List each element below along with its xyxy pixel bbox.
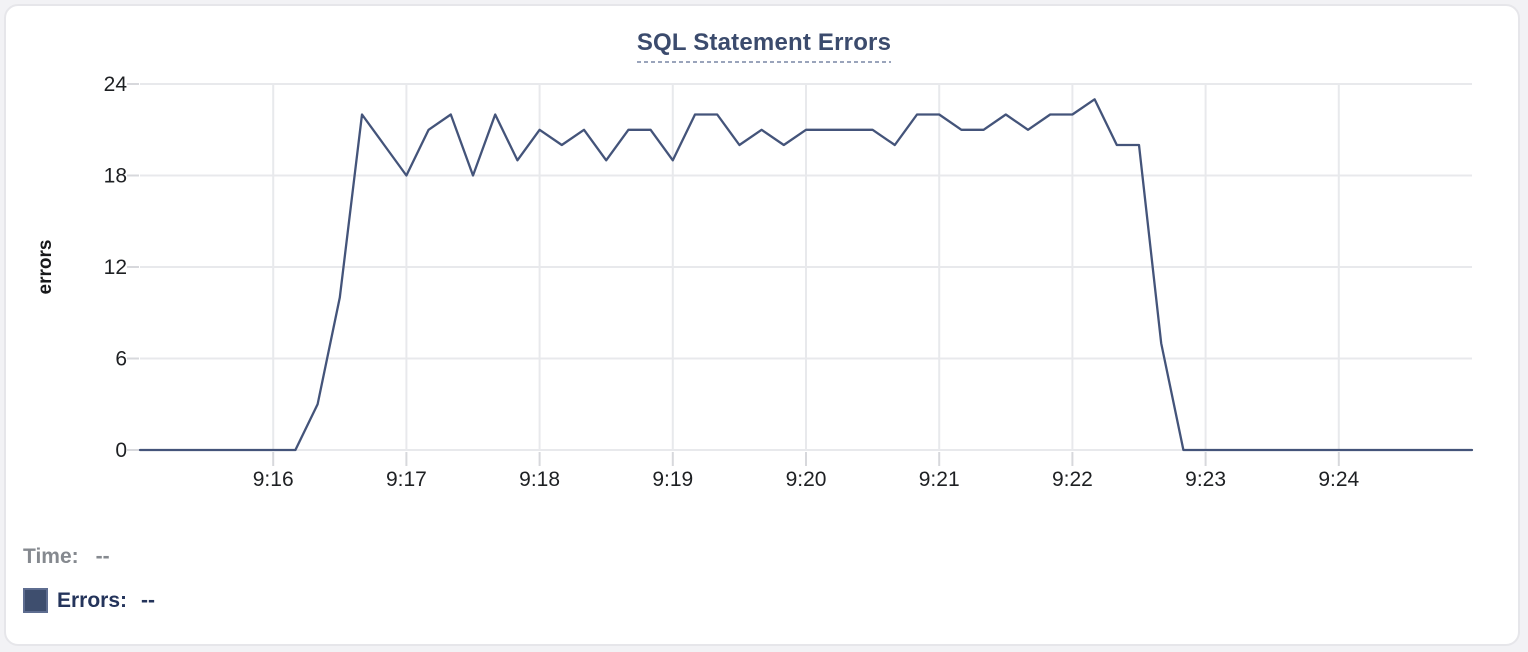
y-tick-label: 0 [115,439,127,462]
x-tick-label: 9:20 [786,468,827,491]
x-tick-label: 9:19 [652,468,693,491]
chart-title-row: SQL Statement Errors [0,29,1528,63]
errors-line [138,98,1474,452]
x-tick-label: 9:21 [919,468,960,491]
y-tick-label: 18 [104,165,127,188]
plot-area[interactable] [140,84,1472,450]
x-tick-label: 9:16 [253,468,294,491]
hover-time-row: Time: -- [23,545,110,569]
y-tick-label: 24 [104,73,128,96]
legend-errors-row[interactable]: Errors: -- [23,588,155,613]
x-tick-label: 9:24 [1318,468,1359,491]
x-tick-label: 9:17 [386,468,427,491]
errors-series-swatch [23,588,48,613]
time-value: -- [95,545,110,568]
y-axis-label: errors [35,239,56,295]
x-tick-label: 9:22 [1052,468,1093,491]
chart-card [4,4,1520,646]
x-tick-label: 9:18 [519,468,560,491]
errors-value: -- [141,588,156,612]
x-tick-label: 9:23 [1185,468,1226,491]
chart-title-link[interactable]: SQL Statement Errors [637,29,891,63]
y-tick-label: 6 [115,348,127,371]
time-label: Time: [23,545,79,568]
y-tick-label: 12 [104,256,127,279]
errors-label: Errors: [57,588,128,612]
